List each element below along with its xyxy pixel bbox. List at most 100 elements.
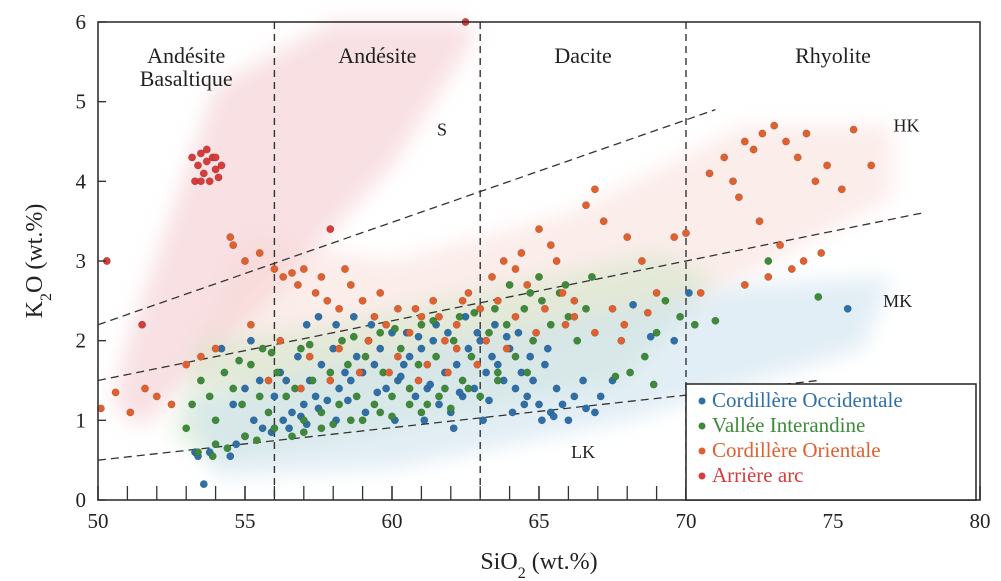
series-zone-label-s: S bbox=[437, 120, 447, 140]
data-point bbox=[455, 388, 464, 397]
y-axis-title: K2O (wt.%) bbox=[22, 204, 55, 319]
data-point bbox=[167, 400, 176, 409]
data-point bbox=[590, 328, 599, 337]
data-point bbox=[552, 384, 561, 393]
data-point bbox=[446, 404, 455, 413]
data-point bbox=[452, 344, 461, 353]
data-point bbox=[388, 392, 396, 401]
data-point bbox=[414, 376, 423, 385]
data-point bbox=[335, 400, 344, 409]
data-point bbox=[414, 360, 423, 369]
data-point bbox=[596, 392, 605, 401]
data-point bbox=[649, 380, 658, 389]
data-point bbox=[782, 137, 790, 146]
data-point bbox=[317, 408, 326, 417]
series-boundary-line-1 bbox=[97, 109, 716, 326]
data-point bbox=[590, 408, 599, 417]
data-point bbox=[661, 296, 670, 305]
data-point bbox=[435, 392, 443, 401]
x-tick-label: 60 bbox=[382, 509, 403, 533]
data-point bbox=[511, 384, 520, 393]
data-point bbox=[229, 400, 238, 409]
x-axis-title-main: SiO bbox=[480, 549, 517, 575]
data-point bbox=[670, 233, 679, 242]
data-point bbox=[764, 257, 773, 265]
data-point bbox=[570, 392, 579, 401]
data-point bbox=[258, 344, 267, 353]
data-point bbox=[241, 432, 249, 441]
data-point bbox=[182, 360, 191, 369]
data-point bbox=[570, 312, 579, 321]
data-point bbox=[535, 272, 543, 281]
data-point bbox=[535, 225, 543, 234]
data-point bbox=[546, 320, 555, 329]
data-point bbox=[740, 280, 749, 289]
y-tick-label: 6 bbox=[76, 10, 87, 34]
data-point bbox=[355, 368, 364, 377]
data-point bbox=[458, 296, 467, 305]
data-point bbox=[305, 352, 314, 361]
data-point bbox=[684, 288, 693, 297]
data-point bbox=[273, 368, 282, 377]
data-point bbox=[385, 368, 394, 377]
x-tick-label: 50 bbox=[88, 509, 109, 533]
data-point bbox=[652, 288, 661, 297]
data-point bbox=[643, 308, 652, 317]
data-point bbox=[346, 280, 355, 289]
data-point bbox=[205, 392, 214, 401]
x-axis-title-sub: 2 bbox=[518, 565, 526, 581]
data-point bbox=[435, 400, 443, 409]
data-point bbox=[502, 344, 511, 353]
data-point bbox=[511, 265, 520, 273]
data-point bbox=[288, 268, 296, 277]
data-point bbox=[358, 416, 367, 425]
data-point bbox=[208, 452, 217, 461]
data-point bbox=[696, 288, 705, 297]
x-tick-label: 80 bbox=[970, 509, 991, 533]
data-point bbox=[423, 360, 432, 369]
data-point bbox=[511, 352, 520, 361]
series-boundary-line-2 bbox=[97, 212, 922, 382]
data-point bbox=[232, 440, 241, 449]
data-point bbox=[432, 352, 441, 361]
data-point bbox=[537, 416, 546, 425]
data-point bbox=[670, 336, 679, 345]
data-point bbox=[552, 257, 561, 265]
data-point bbox=[217, 161, 226, 170]
zone-label-2: Andésite bbox=[338, 43, 416, 68]
data-point bbox=[270, 424, 279, 433]
zone-label-line: Andésite bbox=[147, 43, 225, 68]
data-point bbox=[405, 384, 414, 393]
data-point bbox=[423, 400, 432, 409]
data-point bbox=[332, 320, 341, 329]
data-point bbox=[376, 344, 385, 353]
data-point bbox=[370, 400, 379, 409]
data-point bbox=[811, 177, 820, 186]
data-point bbox=[152, 392, 161, 401]
data-point bbox=[299, 400, 308, 409]
data-point bbox=[417, 408, 426, 417]
data-point bbox=[390, 324, 399, 333]
data-point bbox=[138, 320, 147, 329]
data-point bbox=[411, 392, 420, 401]
data-point bbox=[626, 368, 635, 377]
data-point bbox=[623, 233, 632, 242]
legend-marker-1 bbox=[698, 397, 706, 405]
data-point bbox=[302, 320, 311, 329]
data-point bbox=[264, 408, 273, 417]
data-point bbox=[258, 424, 267, 433]
data-point bbox=[346, 416, 355, 425]
data-point bbox=[508, 408, 517, 417]
data-point bbox=[396, 344, 405, 353]
data-point bbox=[196, 376, 205, 385]
data-point bbox=[511, 312, 520, 321]
data-point bbox=[343, 396, 352, 405]
data-point bbox=[464, 384, 473, 393]
data-point bbox=[270, 392, 279, 401]
data-point bbox=[411, 304, 420, 313]
data-point bbox=[317, 360, 326, 369]
data-point bbox=[270, 265, 279, 273]
data-point bbox=[241, 257, 249, 265]
y-axis-title-main: K bbox=[22, 300, 48, 318]
y-axis-title-sub: 2 bbox=[38, 293, 55, 301]
